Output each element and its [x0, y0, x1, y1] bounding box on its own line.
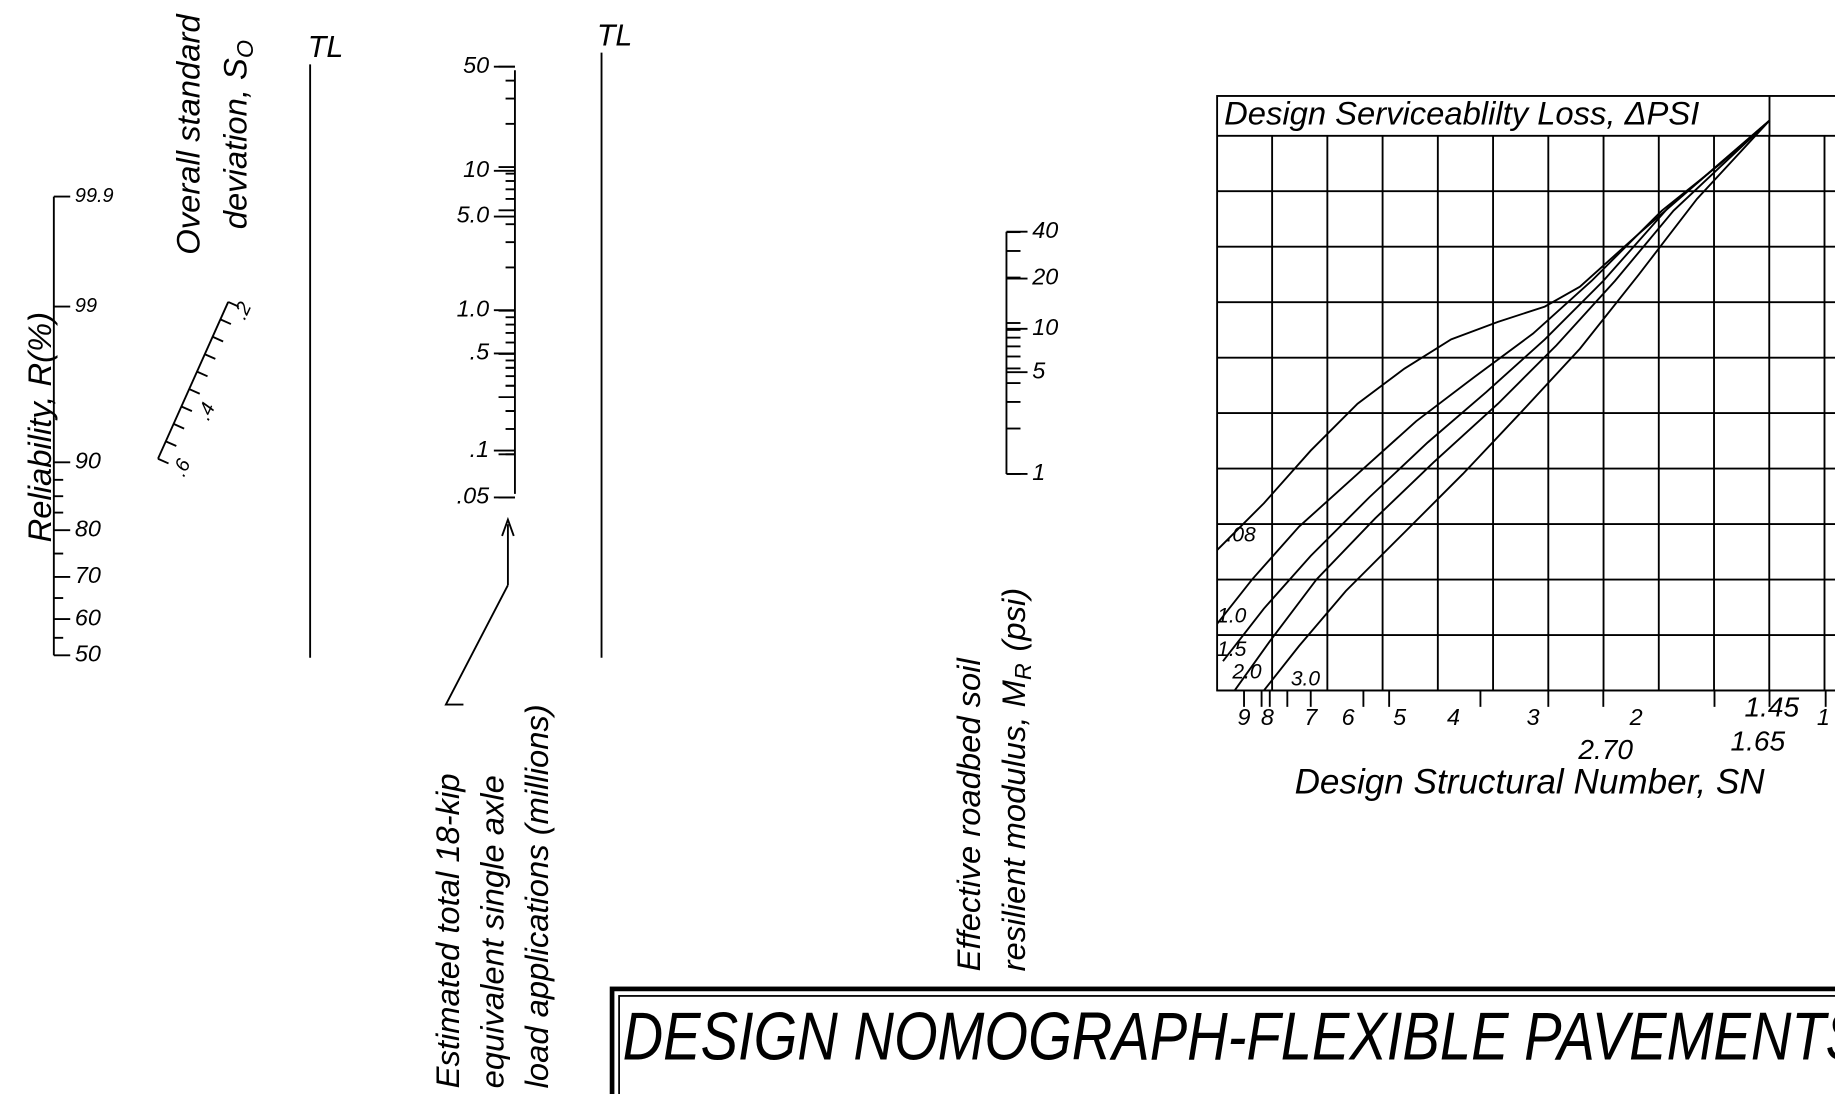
label: 5 [1393, 704, 1407, 730]
drawing: 99.9 99 90 80 70 60 50 Reliability, R(%) .2 .4 .6 O… [21, 13, 1835, 1094]
label: Reliability, R(%) [21, 312, 58, 542]
label: 6 [1342, 704, 1356, 730]
label: 2.70 [1577, 734, 1633, 765]
label: 8 [1261, 704, 1274, 730]
tick [173, 423, 185, 430]
label: equivalent single axle [474, 775, 511, 1088]
label: .6 [168, 455, 195, 480]
label: 50 [75, 641, 101, 667]
curve [1216, 119, 1771, 551]
label: 2 [1629, 704, 1643, 730]
title: DESIGN NOMOGRAPH-FLEXIBLE PAVEMENTS [623, 999, 1835, 1074]
arrow [501, 516, 515, 586]
tick [181, 405, 193, 413]
label: resilient modulus, MR (psi) [994, 588, 1036, 972]
tick [212, 335, 224, 343]
curve [1263, 119, 1771, 692]
label: 1.5 [1217, 638, 1247, 661]
label-text: deviation, S [216, 58, 253, 229]
curve [1233, 119, 1771, 692]
label: Estimated total 18-kip [429, 773, 466, 1088]
label: 3.0 [1291, 668, 1321, 691]
label: TL [308, 30, 343, 64]
label: 90 [75, 447, 101, 473]
tick [204, 353, 216, 360]
label: 9 [1238, 704, 1251, 730]
label: 1 [1032, 459, 1045, 485]
label-text: resilient modulus, M [994, 679, 1031, 971]
tick [165, 440, 177, 447]
label: .5 [470, 339, 490, 365]
label: .08 [1226, 524, 1256, 547]
label: 99.9 [75, 185, 114, 207]
tick [227, 301, 240, 308]
label: 1 [1817, 704, 1830, 730]
label: 1.0 [1217, 604, 1247, 627]
label-unit: (psi) [994, 588, 1031, 652]
label: 50 [463, 52, 489, 78]
label: 1.65 [1730, 726, 1785, 757]
label: .4 [193, 399, 220, 423]
label: Effective roadbed soil [950, 657, 987, 972]
label: .1 [470, 436, 490, 462]
label-sub: O [232, 40, 258, 58]
tick [188, 388, 201, 395]
label: 20 [1031, 264, 1058, 290]
chart-frame [1216, 95, 1835, 692]
std-dev-scale [157, 301, 230, 460]
label: .05 [457, 483, 491, 509]
label: 10 [1032, 314, 1058, 340]
label: 2.0 [1231, 660, 1262, 683]
label-sub: R [1010, 663, 1036, 680]
label: 7 [1304, 704, 1318, 730]
label: 10 [463, 156, 489, 182]
label: 70 [75, 562, 101, 588]
label: load applications (millions) [518, 704, 555, 1088]
tick [220, 318, 232, 325]
label: 3 [1527, 704, 1540, 730]
label: 60 [75, 604, 101, 630]
leader [444, 584, 509, 706]
curve [1222, 119, 1771, 662]
label: deviation, SO [216, 40, 258, 229]
curve [1216, 119, 1771, 625]
label: 1.0 [457, 295, 490, 321]
label: Overall standard [169, 13, 206, 255]
label: 40 [1032, 217, 1058, 243]
title-frame-inner [618, 995, 1835, 1094]
label: Design Serviceablilty Loss, ΔPSI [1224, 95, 1699, 132]
label: Design Structural Number, SN [1295, 762, 1766, 801]
label: TL [597, 18, 632, 52]
tick [157, 457, 169, 465]
tick [196, 370, 208, 378]
label: 4 [1447, 704, 1460, 730]
label: 80 [75, 515, 101, 541]
label: 5 [1032, 357, 1046, 383]
label: .2 [229, 299, 256, 323]
title-frame [609, 986, 1835, 1094]
label: 5.0 [457, 202, 490, 228]
label: 99 [75, 295, 97, 317]
label: 1.45 [1745, 692, 1800, 723]
